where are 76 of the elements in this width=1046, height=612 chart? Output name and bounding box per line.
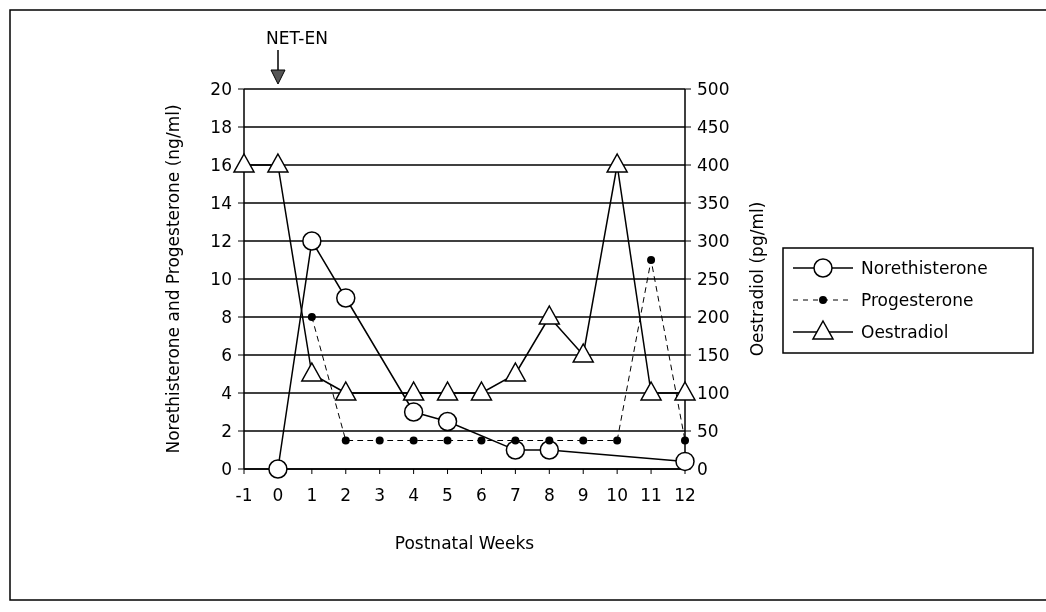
y-tick-label: 12 — [210, 230, 232, 251]
y2-tick-label: 0 — [697, 458, 708, 479]
x-tick-label: 11 — [640, 485, 662, 505]
point — [640, 381, 662, 401]
x-tick-label: 6 — [476, 485, 487, 505]
point — [511, 436, 520, 445]
point — [436, 381, 459, 401]
point — [307, 313, 316, 321]
legend-label: Norethisterone — [861, 257, 988, 278]
y2-tick-label: 400 — [697, 154, 730, 175]
y-tick-label: 20 — [210, 78, 232, 99]
point — [335, 381, 357, 401]
y2-tick-label: 450 — [697, 116, 730, 137]
y-tick-label: 8 — [221, 306, 232, 327]
y2-tick-label: 500 — [697, 78, 730, 99]
x-tick-label: 2 — [340, 485, 352, 505]
y2-tick-label: 350 — [697, 192, 730, 213]
x-tick-label: 0 — [272, 485, 284, 505]
y2-axis-title: Oestradiol (pg/ml) — [747, 201, 767, 357]
y-tick-label: 10 — [210, 268, 232, 289]
point — [681, 436, 689, 445]
point — [647, 256, 656, 264]
y2-tick-label: 200 — [697, 306, 730, 327]
y-tick-label: 16 — [210, 154, 232, 175]
x-tick-label: 4 — [408, 485, 420, 505]
x-tick-label: 10 — [606, 485, 628, 505]
x-tick-label: 7 — [509, 485, 521, 505]
point — [375, 436, 384, 445]
x-tick-label: 9 — [577, 485, 589, 505]
point — [336, 288, 356, 308]
point — [674, 381, 696, 401]
point — [443, 436, 452, 445]
point — [302, 231, 322, 251]
legend-label: Oestradiol — [861, 321, 949, 342]
y-tick-label: 14 — [210, 192, 232, 213]
point — [504, 362, 527, 382]
y-axis-title: Norethisterone and Progesterone (ng/ml) — [163, 104, 183, 454]
x-axis-title: Postnatal Weeks — [394, 533, 535, 553]
point — [539, 440, 560, 460]
y-tick-label: 6 — [221, 344, 232, 365]
y-tick-label: 18 — [210, 116, 232, 137]
point — [267, 153, 289, 173]
point — [403, 402, 424, 422]
y2-tick-label: 50 — [697, 420, 719, 441]
point — [402, 381, 425, 401]
y2-tick-label: 150 — [697, 344, 730, 365]
point — [606, 153, 628, 173]
text: NET-EN — [266, 28, 328, 48]
x-tick-label: 8 — [543, 485, 555, 505]
point — [579, 436, 588, 445]
y2-tick-label: 100 — [697, 382, 730, 403]
y2-tick-label: 300 — [697, 230, 730, 251]
x-tick-label: -1 — [235, 485, 253, 505]
y-tick-label: 4 — [221, 382, 232, 403]
x-tick-label: 1 — [306, 485, 318, 505]
point — [613, 436, 622, 445]
point — [505, 440, 526, 460]
x-tick-label: 12 — [674, 485, 696, 505]
point — [341, 436, 350, 445]
point — [301, 362, 323, 382]
point — [233, 153, 255, 173]
x-tick-label: 3 — [374, 485, 386, 505]
y2-tick-label: 250 — [697, 268, 730, 289]
point — [538, 305, 561, 325]
point — [572, 343, 594, 363]
point — [470, 381, 493, 401]
legend-label: Progesterone — [861, 289, 974, 310]
y-tick-label: 2 — [221, 420, 232, 441]
point — [268, 459, 288, 479]
point — [545, 436, 554, 445]
point — [437, 411, 458, 432]
y-tick-label: 0 — [221, 458, 232, 479]
point — [409, 436, 418, 445]
point — [675, 451, 695, 472]
x-tick-label: 5 — [442, 485, 453, 505]
point — [477, 436, 486, 445]
